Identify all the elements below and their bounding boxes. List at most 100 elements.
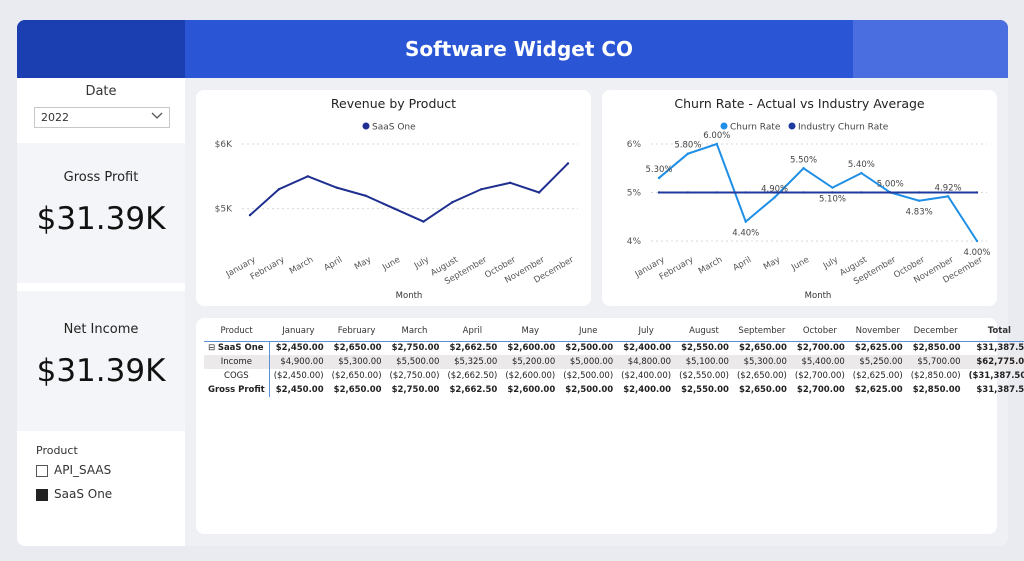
- row-label[interactable]: ⊟ SaaS One: [204, 341, 270, 355]
- row-label: Income: [204, 355, 270, 369]
- table-cell: $5,300.00: [732, 355, 791, 369]
- table-cell: $5,700.00: [906, 355, 965, 369]
- product-option-api-saas[interactable]: API_SAAS: [36, 463, 196, 479]
- legend-label: Industry Churn Rate: [798, 123, 889, 133]
- table-cell: $5,325.00: [443, 355, 502, 369]
- table-cell: $2,450.00: [275, 385, 324, 395]
- matrix-header-row: Product January February March April May June J…: [204, 324, 1024, 342]
- table-cell: $2,500.00: [565, 385, 614, 395]
- table-cell: ($2,550.00): [679, 371, 729, 381]
- matrix-card: [196, 318, 997, 534]
- data-label: 4.92%: [935, 183, 962, 193]
- data-point: [917, 199, 921, 202]
- matrix-header-cell[interactable]: April: [443, 324, 502, 342]
- data-point: [744, 191, 747, 194]
- data-point: [744, 220, 747, 223]
- table-cell: $2,850.00: [912, 343, 961, 354]
- data-point: [946, 195, 950, 198]
- matrix-header-cell[interactable]: Total: [964, 324, 1024, 342]
- y-tick-label: 6%: [627, 140, 642, 150]
- table-cell: $2,625.00: [854, 385, 903, 395]
- product-option-saas-one[interactable]: SaaS One: [36, 487, 196, 503]
- net-income-value: $31.39K: [36, 353, 166, 389]
- y-tick-label: $5K: [215, 205, 233, 215]
- data-point: [975, 239, 979, 243]
- collapse-icon[interactable]: ⊟: [208, 343, 218, 354]
- table-cell: ($2,625.00): [852, 371, 903, 381]
- row-label: COGS: [204, 369, 270, 383]
- legend-marker: [720, 122, 728, 130]
- header-left-block: [17, 20, 185, 78]
- table-row: ⊟ SaaS One $2,450.00 $2,650.00 $2,750.00 $2,…: [204, 341, 1024, 355]
- data-point: [480, 188, 483, 191]
- sidebar: Date 2022 Gross Profit $31.39K Net Incom…: [17, 78, 185, 546]
- report-title: Software Widget CO: [404, 37, 634, 61]
- matrix-header-cell[interactable]: March: [385, 324, 444, 342]
- table-cell: $2,662.50: [449, 385, 498, 395]
- matrix-header-cell[interactable]: January: [269, 324, 328, 342]
- data-point: [364, 194, 367, 197]
- table-cell: $2,850.00: [912, 385, 961, 395]
- data-label: 5.30%: [645, 165, 672, 175]
- matrix-header-cell[interactable]: December: [906, 324, 965, 342]
- row-label-text: Gross Profit: [208, 385, 265, 395]
- table-cell: $5,200.00: [501, 355, 560, 369]
- matrix-header-cell[interactable]: June: [559, 324, 618, 342]
- legend-marker: [788, 122, 796, 130]
- checkbox-checked-icon: [36, 488, 48, 501]
- date-filter-label: Date: [85, 84, 117, 99]
- matrix-header-cell[interactable]: May: [501, 324, 560, 342]
- x-tick-label: June: [380, 255, 402, 273]
- table-cell: $31,387.50: [976, 385, 1024, 395]
- date-dropdown[interactable]: 2022: [34, 107, 170, 128]
- matrix-header-cell[interactable]: July: [617, 324, 676, 342]
- y-tick-label: $6K: [215, 140, 233, 150]
- header-bar: Software Widget CO: [17, 20, 1008, 78]
- data-point: [715, 142, 719, 146]
- table-cell: $2,700.00: [796, 385, 845, 395]
- table-cell: ($2,650.00): [331, 371, 382, 381]
- data-point: [773, 191, 776, 194]
- table-cell: ($2,450.00): [273, 371, 324, 381]
- x-tick-label: March: [288, 255, 315, 277]
- table-cell: $5,500.00: [385, 355, 444, 369]
- data-point: [917, 191, 921, 194]
- product-option-label: SaaS One: [54, 487, 113, 501]
- data-point: [422, 220, 425, 223]
- table-cell: $2,400.00: [623, 385, 672, 395]
- x-tick-label: April: [731, 255, 753, 273]
- revenue-chart-title: Revenue by Product: [330, 96, 457, 111]
- checkbox-unchecked-icon: [36, 464, 48, 477]
- x-tick-label: May: [353, 255, 373, 272]
- matrix-header-cell[interactable]: September: [732, 324, 791, 342]
- revenue-chart-card: Revenue by Product SaaS One $5K $6K January…: [196, 90, 591, 306]
- data-label: 6.00%: [703, 131, 730, 141]
- table-row: Income $4,900.00 $5,300.00 $5,500.00 $5,325.…: [204, 355, 1024, 369]
- table-cell: $2,625.00: [854, 343, 903, 354]
- series-line: [249, 162, 569, 223]
- table-cell: ($31,387.50): [968, 371, 1024, 381]
- data-point: [537, 191, 541, 194]
- x-tick-label: July: [412, 255, 431, 272]
- x-tick-label: June: [789, 255, 811, 273]
- matrix-header-cell[interactable]: August: [675, 324, 733, 342]
- matrix-header-cell[interactable]: February: [327, 324, 386, 342]
- data-point: [946, 191, 950, 194]
- data-label: 5.50%: [790, 155, 817, 165]
- matrix-header-cell[interactable]: Product: [204, 324, 270, 342]
- table-cell: ($2,400.00): [621, 371, 672, 381]
- table-cell: $2,662.50: [449, 343, 498, 354]
- x-tick-label: May: [762, 255, 782, 272]
- header-background: Software Widget CO: [17, 20, 1008, 78]
- churn-chart-card: Churn Rate - Actual vs Industry Average …: [602, 90, 997, 306]
- x-axis-title: Month: [805, 291, 832, 301]
- table-cell: $2,500.00: [565, 343, 614, 354]
- table-row: COGS ($2,450.00) ($2,650.00) ($2,750.00) ($2…: [204, 369, 1024, 383]
- table-cell: $2,750.00: [391, 343, 440, 354]
- row-label-text: SaaS One: [217, 343, 264, 354]
- table-cell: ($2,500.00): [563, 371, 614, 381]
- matrix-header-cell[interactable]: November: [848, 324, 907, 342]
- matrix-header-cell[interactable]: October: [790, 324, 849, 342]
- table-row: Gross Profit $2,450.00 $2,650.00 $2,750.00 $…: [204, 383, 1024, 397]
